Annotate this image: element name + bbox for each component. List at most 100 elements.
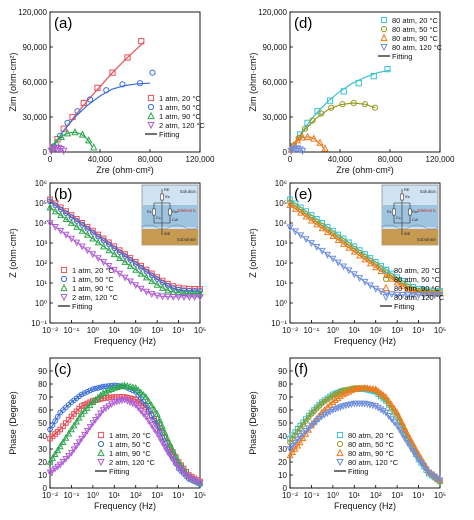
data-point [191,289,199,297]
data-point [56,442,64,450]
x-tick-label: 10⁴ [172,491,185,500]
data-point [62,434,70,441]
data-point [390,404,398,412]
data-point [80,99,87,107]
data-point [149,69,156,76]
x-tick-label: 10⁵ [194,326,206,335]
data-point [291,439,299,447]
data-point [175,288,183,296]
data-point [299,430,307,438]
data-point [166,452,174,460]
data-point [433,475,441,483]
data-point [313,220,321,228]
data-point [119,81,126,88]
data-point [78,403,85,409]
data-point [185,294,193,301]
data-point [65,429,73,437]
x-tick-label: 10² [370,326,382,335]
data-point [138,38,145,45]
x-tick-label: 10¹ [349,326,361,335]
y-tick-label: 70 [278,393,287,402]
resistor-rct [168,208,172,216]
data-point [65,416,72,423]
data-point [116,254,124,262]
data-point [404,292,412,299]
data-point [49,422,56,429]
legend-marker [382,275,390,283]
data-point [148,291,156,299]
x-tick-label: 10⁻¹ [64,326,80,335]
plot-frame [49,182,201,324]
x-tick-label: 10⁵ [194,491,206,500]
data-point [384,66,391,73]
data-point [390,419,398,427]
data-point [172,460,180,468]
data-point [370,73,377,80]
x-tick-label: 10⁻¹ [304,326,320,335]
data-point [356,275,364,283]
inset-substrate-label: Substrate [417,237,437,242]
data-point [401,435,409,443]
legend-marker [147,103,155,111]
data-point [331,396,339,404]
data-point [296,433,304,440]
data-point [132,265,140,273]
data-point [169,456,177,464]
data-point [70,421,78,429]
inset-cc-label: Cc [156,216,161,220]
x-tick-label: 120,000 [426,155,455,164]
legend-label: Fitting [109,467,129,476]
data-point [136,80,144,87]
legend-label: 80 atm, 50 °C [394,275,441,284]
y-tick-label: 10 [278,471,287,480]
data-point [191,294,199,301]
data-point [417,459,425,467]
legend-marker [97,448,105,457]
x-tick-label: 10¹ [109,326,121,335]
x-tick-label: 0 [288,155,293,164]
legend-marker [380,43,388,52]
data-point [401,424,409,431]
data-point [340,239,348,247]
y-tick-label: 10⁻¹ [31,319,47,328]
y-tick-label: 90 [38,367,47,376]
inset-rc-label: Rc [147,210,152,214]
data-point [318,413,326,421]
data-point [86,96,94,103]
data-point [97,410,104,418]
substrate-layer [142,229,198,245]
data-point [137,269,145,277]
y-tick-label: 80 [38,380,47,389]
data-point [90,386,96,393]
inset-rs-label: Rs [405,195,410,199]
y-tick-label: 10⁴ [35,219,48,228]
legend-label: 80 atm, 20 °C [348,431,395,440]
data-point [73,417,80,425]
legend-marker [97,458,105,467]
x-tick-label: 10³ [151,326,163,335]
data-point [404,284,412,292]
y-tick-label: 60,000 [23,78,48,87]
data-point [350,271,358,279]
y-axis-label: Phase (Degree) [248,391,258,455]
circuit-inset: Solution Dielectric Substrate RE Rs Rc Cc Rct Cd… [141,184,199,246]
data-point [313,418,320,425]
legend-label: Fitting [159,130,179,139]
data-point [428,471,436,479]
data-point [46,203,54,211]
data-point [86,424,94,431]
data-point [355,80,362,87]
data-point [286,200,294,208]
data-point [379,408,387,415]
y-tick-label: 10³ [35,239,47,248]
inset-re-label: RE [404,187,410,192]
x-tick-label: 10⁻² [42,326,58,335]
data-point [307,216,315,224]
data-point [307,240,315,248]
data-point [87,387,93,394]
data-point [81,431,88,439]
fit-line [49,82,151,153]
x-tick-label: 10² [130,491,142,500]
x-tick-label: 10⁰ [87,491,99,500]
data-point [180,465,188,472]
